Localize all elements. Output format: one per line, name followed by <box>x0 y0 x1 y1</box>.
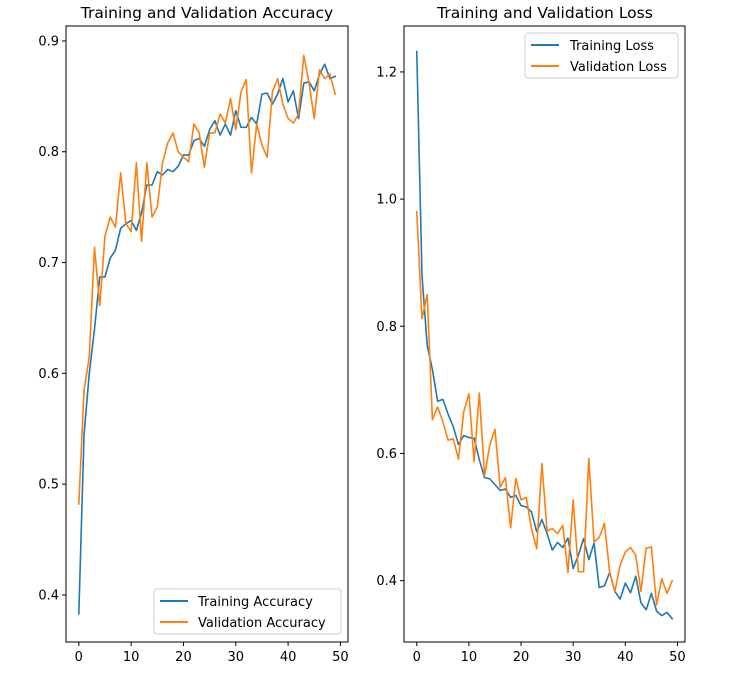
legend-label-training-loss: Training Loss <box>569 39 654 54</box>
loss-x-axis: 0 10 20 30 40 50 <box>413 642 686 665</box>
series-line-training-accuracy <box>77 63 337 615</box>
loss-x-tick-label: 0 <box>413 650 421 665</box>
legend-label-validation-loss: Validation Loss <box>570 60 667 75</box>
loss-y-tick-label: 1.0 <box>376 193 397 208</box>
accuracy-x-tick-label: 0 <box>75 650 83 665</box>
loss-x-tick-label: 20 <box>513 650 530 665</box>
accuracy-legend-box <box>153 588 342 635</box>
loss-axes-frame <box>403 25 686 643</box>
accuracy-chart-title: Training and Validation Accuracy <box>80 4 333 22</box>
accuracy-y-tick-label: 0.9 <box>38 34 59 49</box>
accuracy-y-tick-label: 0.8 <box>38 145 59 160</box>
series-line-validation-accuracy <box>77 54 337 505</box>
accuracy-x-tick-label: 50 <box>332 650 349 665</box>
legend-label-validation-accuracy: Validation Accuracy <box>198 616 326 631</box>
series-line-validation-loss <box>415 210 674 606</box>
loss-chart-title: Training and Validation Loss <box>436 4 653 22</box>
accuracy-y-tick-label: 0.6 <box>38 367 59 382</box>
accuracy-y-tick-label: 0.7 <box>38 256 59 271</box>
accuracy-legend: Training Accuracy Validation Accuracy <box>153 588 342 635</box>
accuracy-y-axis: 0.4 0.5 0.6 0.7 0.8 0.9 <box>38 34 66 603</box>
accuracy-axes-frame <box>65 25 349 643</box>
loss-y-axis: 0.4 0.6 0.8 1.0 1.2 <box>376 65 404 589</box>
accuracy-y-tick-label: 0.4 <box>38 588 59 603</box>
loss-x-tick-label: 40 <box>617 650 634 665</box>
loss-chart: Training and Validation Loss 0 10 20 30 40 50… <box>376 4 685 665</box>
accuracy-x-axis: 0 10 20 30 40 50 <box>75 642 349 665</box>
loss-y-tick-label: 0.4 <box>376 574 397 589</box>
accuracy-series-lines <box>77 54 337 615</box>
loss-x-tick-label: 10 <box>461 650 478 665</box>
accuracy-y-tick-label: 0.5 <box>38 478 59 493</box>
accuracy-x-tick-label: 10 <box>123 650 140 665</box>
accuracy-x-tick-label: 20 <box>175 650 192 665</box>
legend-label-training-accuracy: Training Accuracy <box>197 595 313 610</box>
loss-series-lines <box>415 50 674 620</box>
loss-y-tick-label: 1.2 <box>376 65 397 80</box>
accuracy-x-tick-label: 40 <box>280 650 297 665</box>
loss-y-tick-label: 0.6 <box>376 447 397 462</box>
loss-x-tick-label: 50 <box>669 650 686 665</box>
loss-x-tick-label: 30 <box>565 650 582 665</box>
loss-legend: Training Loss Validation Loss <box>524 32 679 79</box>
loss-legend-box <box>524 32 679 79</box>
accuracy-chart: Training and Validation Accuracy 0 10 20 30… <box>38 4 348 665</box>
loss-y-tick-label: 0.8 <box>376 320 397 335</box>
series-line-training-loss <box>415 50 674 620</box>
accuracy-x-tick-label: 30 <box>228 650 245 665</box>
